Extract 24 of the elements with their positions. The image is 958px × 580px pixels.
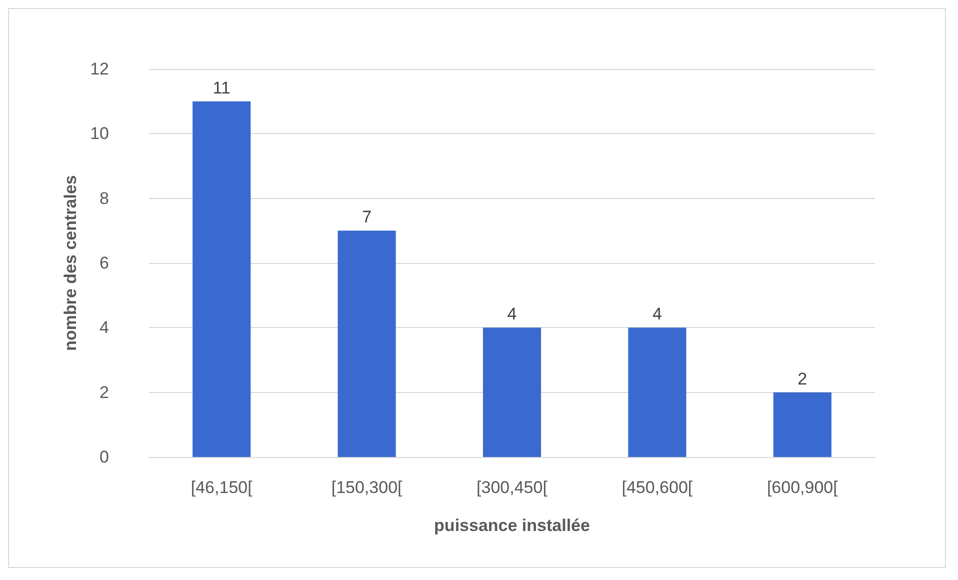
y-tick-label: 2 bbox=[100, 382, 109, 402]
bar bbox=[773, 392, 832, 457]
x-tick-label: [450,600[ bbox=[622, 478, 693, 497]
x-tick-label: [46,150[ bbox=[190, 478, 253, 497]
y-tick-label: 0 bbox=[100, 448, 109, 466]
bar bbox=[628, 328, 686, 457]
bar bbox=[192, 101, 251, 457]
data-label: 4 bbox=[652, 304, 662, 324]
x-axis-title: puissance installée bbox=[434, 516, 590, 535]
y-tick-label: 12 bbox=[90, 60, 109, 78]
data-label: 4 bbox=[507, 304, 517, 324]
data-label: 11 bbox=[212, 78, 230, 98]
bar bbox=[338, 230, 396, 457]
y-tick-label: 10 bbox=[90, 124, 109, 144]
data-label: 2 bbox=[798, 369, 808, 388]
x-tick-label: [300,450[ bbox=[476, 478, 548, 497]
y-axis-title: nombre des centrales bbox=[61, 175, 80, 351]
y-tick-label: 8 bbox=[100, 188, 109, 208]
data-label: 7 bbox=[362, 208, 372, 227]
bar bbox=[482, 328, 542, 457]
x-tick-label: [600,900[ bbox=[766, 478, 838, 497]
y-tick-label: 6 bbox=[100, 254, 109, 272]
y-tick-label: 4 bbox=[100, 318, 109, 338]
x-tick-label: [150,300[ bbox=[331, 478, 403, 497]
